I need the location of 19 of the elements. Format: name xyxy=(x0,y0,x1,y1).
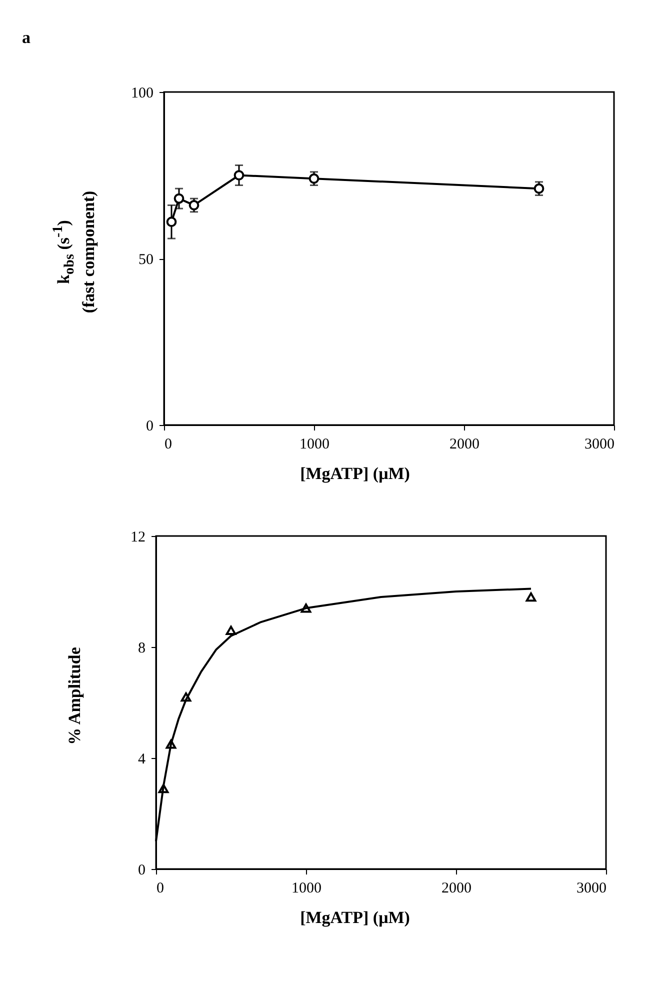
y-axis-title: % Amplitude xyxy=(64,646,85,744)
x-tick-label: 2000 xyxy=(442,880,472,896)
y-tick-label: 50 xyxy=(138,252,154,268)
y-tick-label: 8 xyxy=(138,640,146,656)
y-tick-label: 0 xyxy=(138,862,146,878)
y-tick-label: 4 xyxy=(138,752,146,768)
x-tick-label: 2000 xyxy=(450,436,480,452)
x-tick-label: 3000 xyxy=(576,880,606,896)
y-tick-label: 100 xyxy=(131,86,154,102)
y-tick-label: 0 xyxy=(146,418,154,434)
x-tick-label: 3000 xyxy=(584,436,614,452)
x-tick-label: 1000 xyxy=(292,880,322,896)
x-axis-title: [MgATP] (μM) xyxy=(299,464,411,484)
x-axis-title: [MgATP] (μM) xyxy=(299,908,411,928)
x-tick-label: 0 xyxy=(156,880,164,896)
x-tick-label: 0 xyxy=(164,436,172,452)
x-tick-label: 1000 xyxy=(300,436,330,452)
text: a xyxy=(22,28,30,48)
y-tick-label: 12 xyxy=(130,530,146,546)
